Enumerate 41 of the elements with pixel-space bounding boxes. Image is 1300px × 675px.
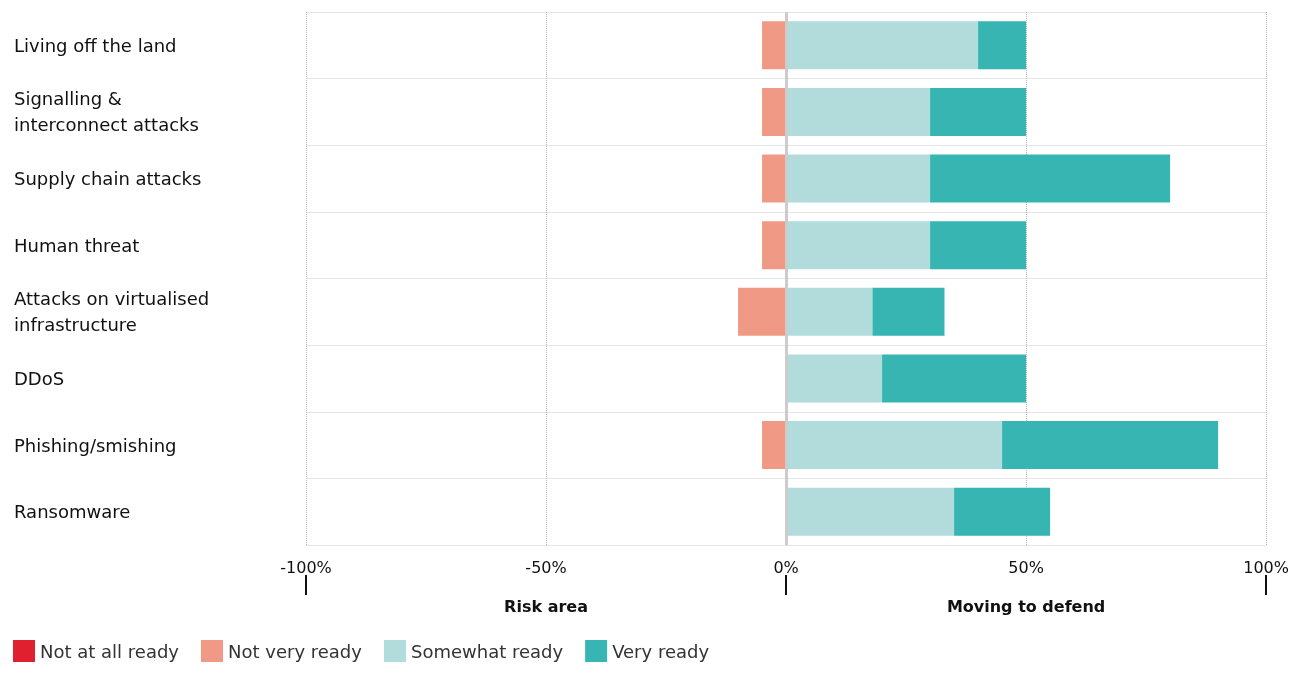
- bar: [786, 421, 1003, 470]
- bar: [978, 21, 1027, 70]
- bar: [786, 354, 883, 403]
- legend-label: Not at all ready: [40, 640, 180, 662]
- bar: [786, 487, 955, 536]
- y-tick-label: DDoS: [14, 367, 65, 389]
- y-tick-label: Phishing/smishing: [14, 434, 177, 456]
- bar: [786, 287, 873, 336]
- bar: [786, 154, 931, 203]
- bar: [762, 87, 787, 136]
- x-tick-label: -50%: [525, 557, 567, 577]
- bar: [762, 154, 787, 203]
- bar: [882, 354, 1027, 403]
- x-tick-label: 0%: [773, 557, 799, 577]
- bar: [1002, 421, 1219, 470]
- bar: [762, 221, 787, 270]
- x-tick-label: 100%: [1243, 557, 1289, 577]
- bar: [930, 87, 1027, 136]
- legend-label: Somewhat ready: [410, 640, 564, 662]
- bar: [930, 154, 1171, 203]
- y-tick-label: Signalling & interconnect attacks: [14, 88, 199, 136]
- legend-label: Very ready: [612, 640, 710, 662]
- bar: [738, 287, 787, 336]
- bar: [786, 21, 979, 70]
- bar: [872, 287, 945, 336]
- text: Risk area: [504, 596, 588, 616]
- y-tick-label: Living off the land: [14, 34, 177, 56]
- x-tick-label: 50%: [1008, 557, 1044, 577]
- y-tick-label: Attacks on virtualised infrastructure: [14, 288, 215, 336]
- bar: [786, 87, 931, 136]
- y-tick-label: Supply chain attacks: [14, 168, 202, 190]
- bar: [930, 221, 1027, 270]
- bar: [762, 421, 787, 470]
- y-tick-label: Human threat: [14, 234, 140, 256]
- bar: [954, 487, 1051, 536]
- y-tick-label: Ransomware: [14, 501, 131, 523]
- x-tick-label: -100%: [280, 557, 332, 577]
- bar: [786, 221, 931, 270]
- bar: [762, 21, 787, 70]
- text: Moving to defend: [946, 596, 1106, 616]
- legend-label: Not very ready: [228, 640, 363, 662]
